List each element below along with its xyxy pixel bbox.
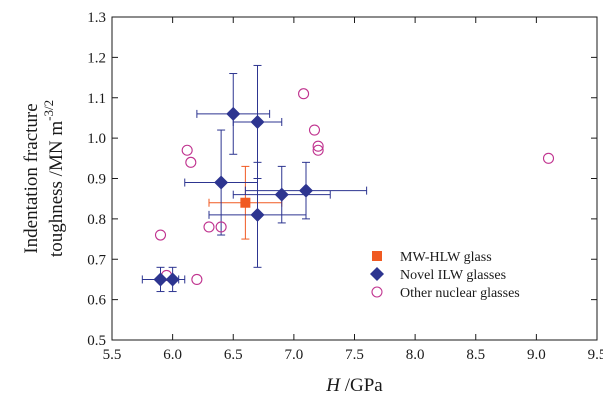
data-point bbox=[191, 273, 203, 285]
legend-marker bbox=[372, 251, 382, 261]
data-point bbox=[214, 175, 229, 190]
data-point bbox=[308, 124, 321, 136]
plot-frame bbox=[111, 16, 598, 341]
data-point bbox=[185, 156, 197, 168]
y-tick-label: 1.3 bbox=[87, 10, 106, 26]
x-tick-label: 8.0 bbox=[406, 347, 425, 363]
legend-marker bbox=[371, 286, 383, 298]
y-axis-title: Indentation fracture toughness /MN m-3/2 bbox=[21, 100, 67, 257]
axes: 5.5 6.0 6.5 7.0 7.5 8.0 8.5 9.0 9.5 0.5 0.6 0.7 0.8 0… bbox=[87, 10, 603, 363]
data-point bbox=[298, 88, 310, 100]
legend-label: Novel ILW glasses bbox=[400, 268, 506, 283]
data-point bbox=[312, 140, 324, 152]
legend-label: Other nuclear glasses bbox=[400, 286, 520, 301]
axis-titles: H /GPa Indentation fracture toughness /MN … bbox=[21, 100, 383, 396]
data-point bbox=[215, 221, 227, 233]
data-point bbox=[250, 114, 265, 129]
data-point bbox=[312, 144, 324, 156]
y-tick-label: 1.1 bbox=[87, 91, 106, 107]
data-point bbox=[154, 229, 167, 241]
y-tick-label: 0.9 bbox=[87, 172, 106, 188]
x-tick-label: 9.0 bbox=[527, 347, 546, 363]
y-tick-label: 0.5 bbox=[87, 333, 106, 349]
data-markers bbox=[153, 88, 555, 287]
legend-label: MW-HLW glass bbox=[400, 250, 492, 265]
y-axis-title-line1: Indentation fracture bbox=[21, 103, 42, 253]
error-bars bbox=[141, 64, 368, 293]
x-tick-label: 8.5 bbox=[466, 347, 485, 363]
data-point bbox=[203, 221, 215, 233]
data-point bbox=[240, 197, 251, 208]
x-tick-label: 9.5 bbox=[588, 347, 603, 363]
data-point bbox=[250, 207, 265, 222]
y-tick-label: 1.2 bbox=[87, 50, 106, 66]
data-point bbox=[274, 187, 289, 202]
x-tick-label: 6.5 bbox=[224, 347, 243, 363]
x-tick-label: 7.0 bbox=[285, 347, 304, 363]
y-tick-label: 0.8 bbox=[87, 212, 106, 228]
data-point bbox=[153, 272, 168, 287]
x-axis-title: H /GPa bbox=[325, 375, 383, 396]
x-tick-label: 6.0 bbox=[163, 347, 182, 363]
y-tick-label: 0.6 bbox=[87, 293, 106, 309]
data-point bbox=[226, 106, 241, 121]
y-tick-label: 1.0 bbox=[87, 131, 106, 147]
x-tick-label: 5.5 bbox=[103, 347, 122, 363]
data-point bbox=[542, 152, 555, 164]
y-tick-label: 0.7 bbox=[87, 252, 106, 268]
data-point bbox=[181, 144, 193, 156]
legend: MW-HLW glass Novel ILW glasses Other nucle… bbox=[370, 250, 520, 301]
x-tick-label: 7.5 bbox=[345, 347, 364, 363]
legend-marker bbox=[370, 267, 384, 281]
data-point bbox=[299, 183, 313, 198]
data-point bbox=[165, 272, 180, 287]
y-axis-title-line2: toughness /MN m-3/2 bbox=[41, 100, 67, 257]
